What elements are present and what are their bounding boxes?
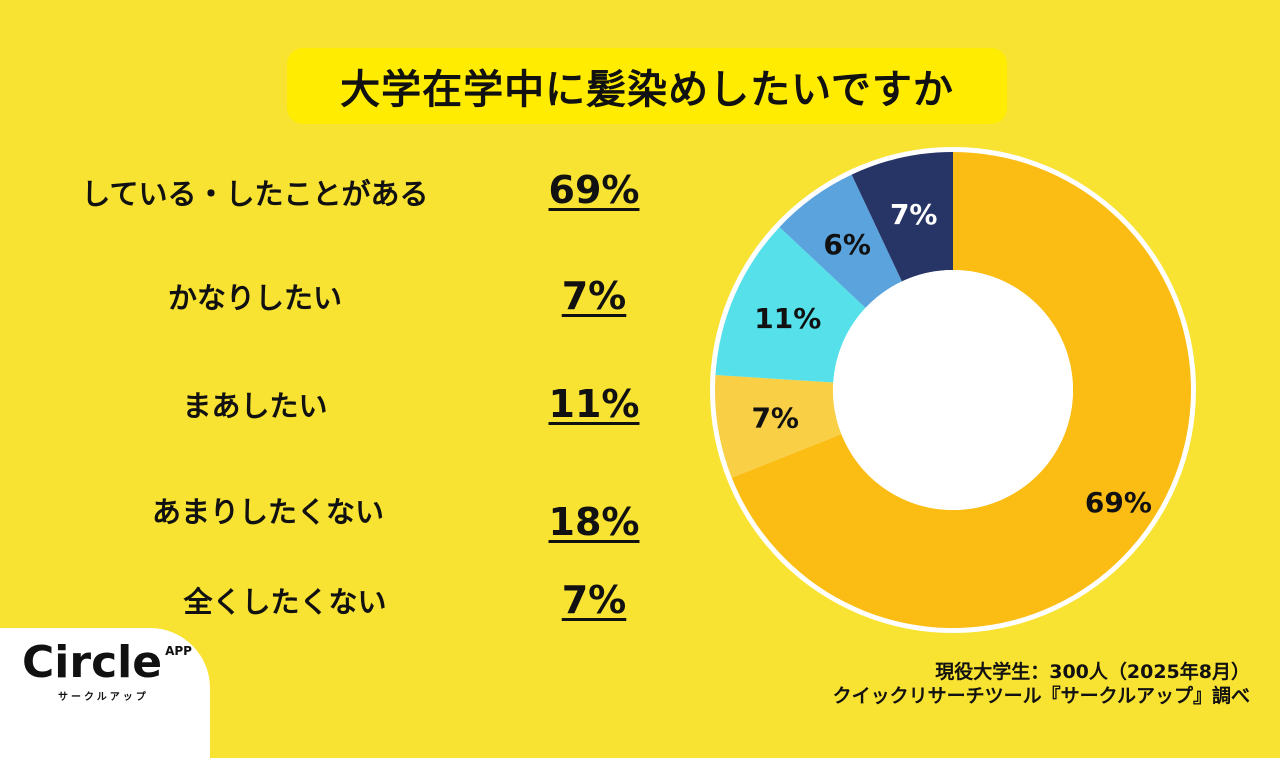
donut-slice bbox=[715, 375, 842, 478]
chart-title: 大学在学中に髪染めしたいですか bbox=[340, 67, 954, 113]
row-label: あまりしたくない bbox=[151, 495, 385, 529]
slice-label: 7% bbox=[890, 198, 938, 231]
logo-app: APP bbox=[165, 644, 192, 658]
title-box: 大学在学中に髪染めしたいですか bbox=[287, 48, 1007, 124]
donut-hole bbox=[833, 270, 1073, 510]
source-line-2: クイックリサーチツール『サークルアップ』調べ bbox=[832, 685, 1250, 707]
row-label: まあしたい bbox=[182, 389, 328, 423]
row-label: かなりしたい bbox=[167, 281, 343, 315]
row-percent: 18% bbox=[548, 500, 640, 544]
donut-slice bbox=[731, 152, 1191, 628]
donut-slice bbox=[715, 227, 866, 383]
row-percent: 7% bbox=[561, 578, 627, 622]
slice-label: 7% bbox=[751, 402, 799, 435]
row-label: している・したことがある bbox=[81, 177, 429, 211]
row-percent: 11% bbox=[548, 382, 640, 426]
logo-subtitle: サークルアップ bbox=[58, 692, 149, 703]
row-percent: 7% bbox=[561, 274, 627, 318]
source-line-1: 現役大学生：300人（2025年8月） bbox=[935, 661, 1250, 683]
slice-label: 69% bbox=[1085, 486, 1152, 519]
logo: Circle bbox=[22, 637, 163, 688]
row-percent: 69% bbox=[548, 168, 640, 212]
donut-chart: 69% 7% 11% 6% 7% bbox=[710, 147, 1196, 633]
row-label: 全くしたくない bbox=[183, 585, 387, 619]
donut-slice bbox=[851, 152, 953, 282]
logo-group: Circle APP サークルアップ bbox=[22, 640, 192, 704]
donut-slice bbox=[779, 174, 902, 308]
source-note: 現役大学生：300人（2025年8月） クイックリサーチツール『サークルアップ』… bbox=[833, 660, 1250, 708]
slice-label: 6% bbox=[823, 228, 871, 261]
slice-label: 11% bbox=[754, 302, 821, 335]
